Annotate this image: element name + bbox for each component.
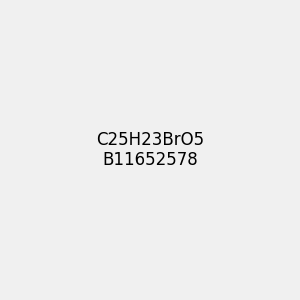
Text: C25H23BrO5
B11652578: C25H23BrO5 B11652578 [96, 130, 204, 170]
